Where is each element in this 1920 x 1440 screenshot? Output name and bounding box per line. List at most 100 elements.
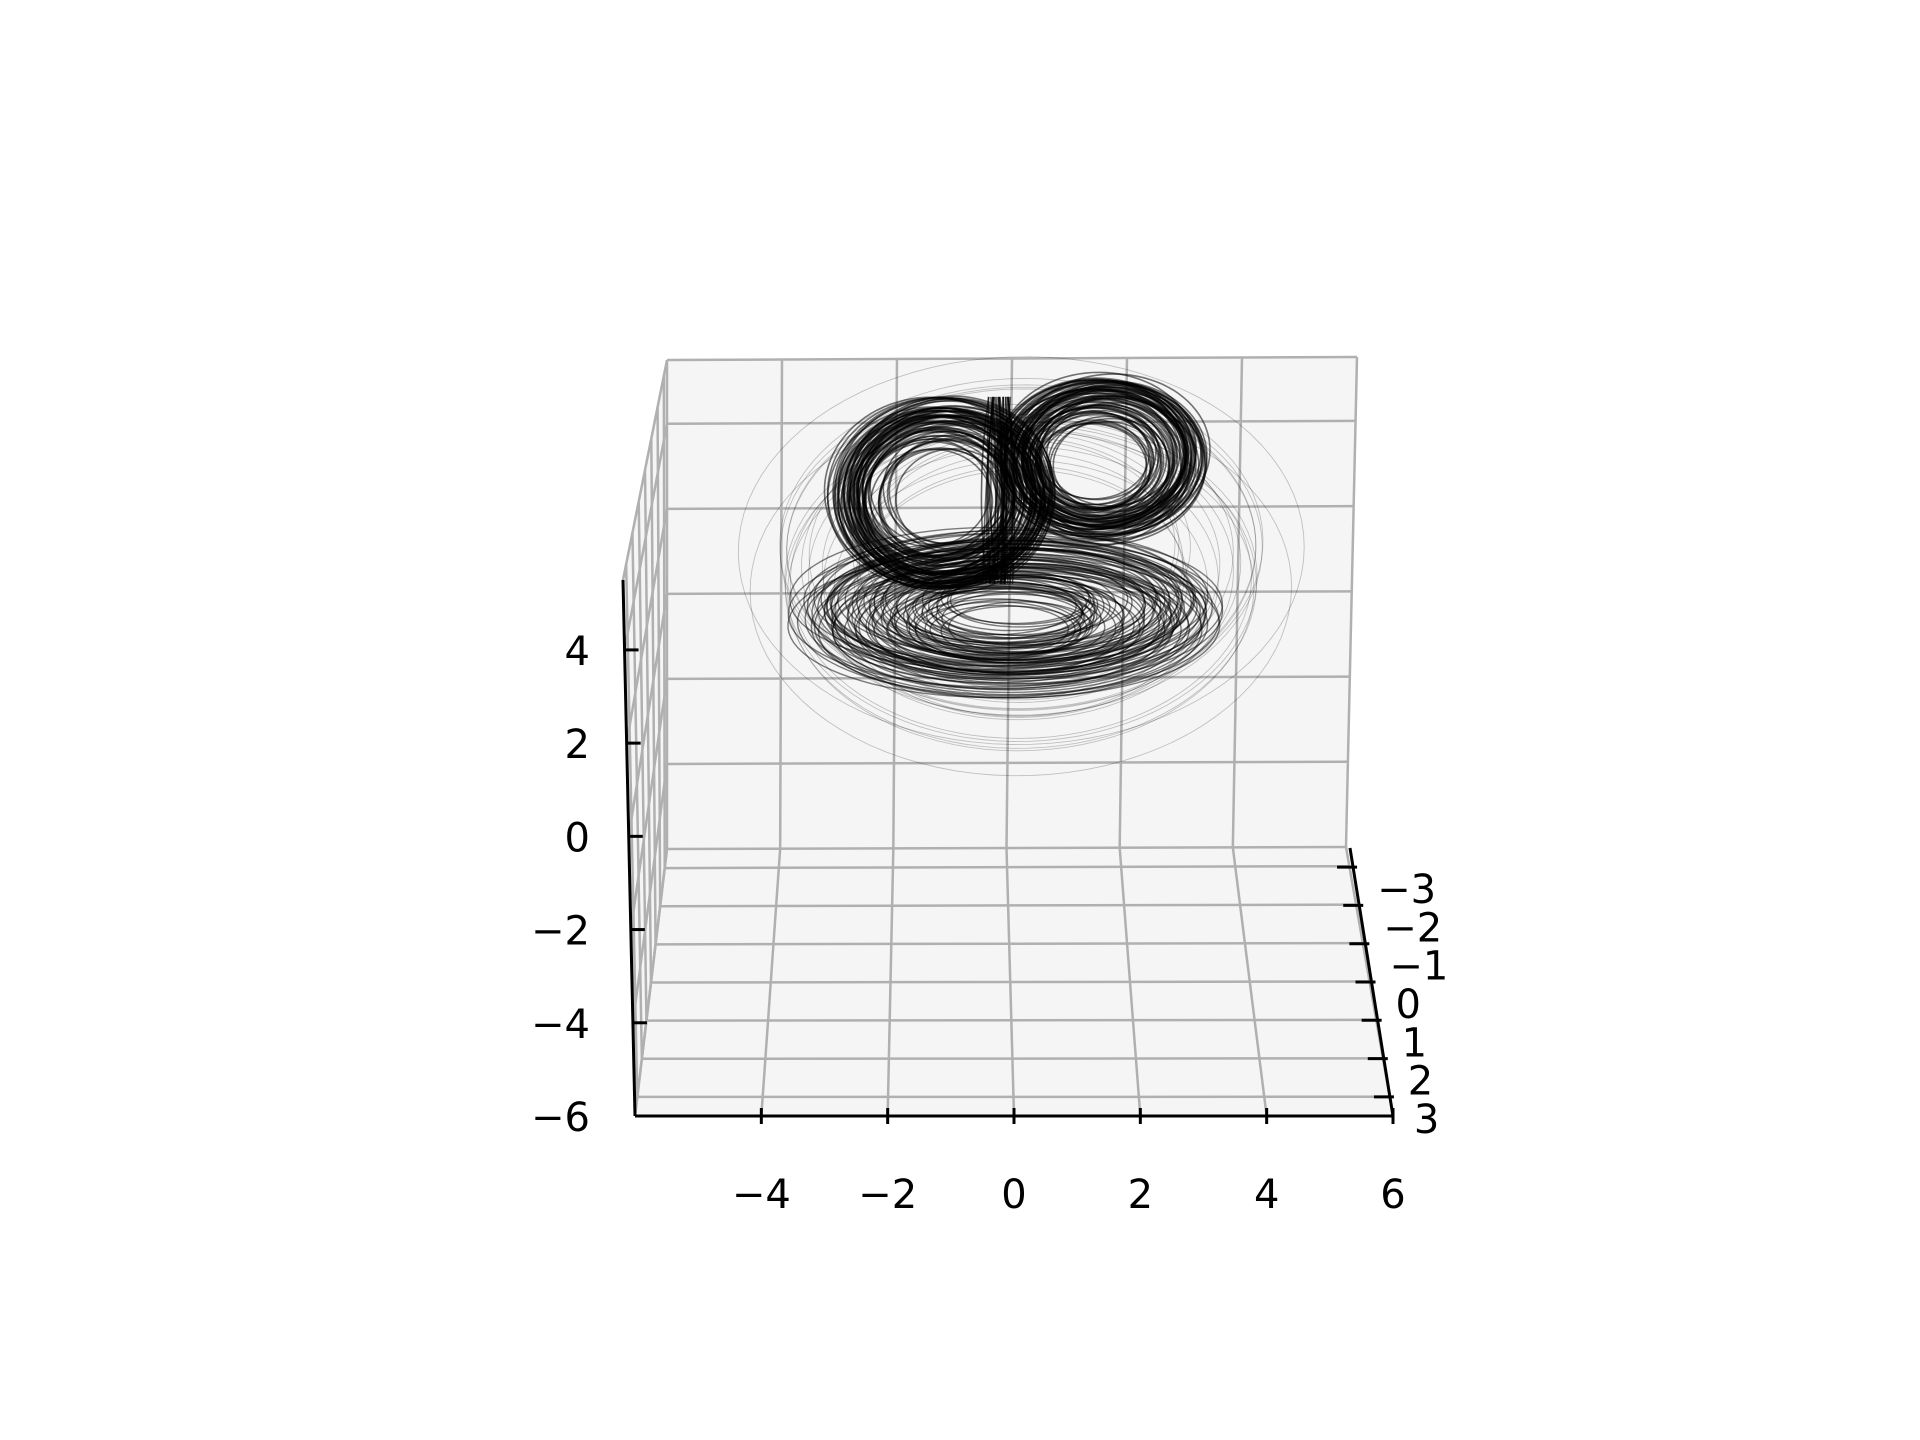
trajectory-segment bbox=[786, 388, 1257, 711]
trajectory-segment bbox=[873, 549, 1171, 655]
trajectory-segment bbox=[851, 543, 1184, 662]
trajectory-segment bbox=[831, 571, 1166, 690]
grid-line bbox=[666, 760, 1348, 766]
trajectory-segment bbox=[801, 413, 1242, 717]
trajectory-segment bbox=[988, 396, 1006, 585]
grid-line bbox=[666, 845, 1347, 851]
grid-line bbox=[624, 564, 639, 1097]
tick-marks bbox=[624, 648, 1395, 1124]
trajectory-segment bbox=[1038, 406, 1157, 501]
trajectory-segment bbox=[779, 377, 1264, 710]
x-tick-label: 6 bbox=[1380, 1172, 1405, 1218]
y-tick-label: 1 bbox=[1402, 1020, 1427, 1066]
trajectory-segment bbox=[1021, 389, 1188, 522]
trajectory-segment bbox=[810, 553, 1221, 699]
grid-line bbox=[650, 438, 657, 945]
grid-lines bbox=[621, 355, 1395, 1117]
trajectory-segment bbox=[940, 570, 1090, 625]
attractor-trajectory bbox=[737, 356, 1305, 777]
grid-line bbox=[1231, 357, 1244, 848]
trajectory-segment bbox=[893, 581, 1102, 656]
trajectory-segment bbox=[1052, 417, 1171, 512]
x-tick-label: 2 bbox=[1128, 1172, 1153, 1218]
trajectory-segment bbox=[821, 429, 1221, 703]
trajectory-segment bbox=[1034, 395, 1190, 519]
trajectory-segment bbox=[994, 396, 1003, 585]
trajectory-segment bbox=[846, 557, 1180, 676]
trajectory-segment bbox=[984, 396, 999, 585]
trajectory-segment bbox=[1022, 394, 1197, 534]
trajectory-segment bbox=[808, 408, 1234, 701]
trajectory-segment bbox=[779, 384, 1263, 716]
trajectory-segment bbox=[873, 547, 1170, 653]
z-tick-label: 2 bbox=[565, 722, 590, 768]
y-tick-label: 2 bbox=[1408, 1059, 1433, 1105]
trajectory-segment bbox=[737, 356, 1305, 745]
trajectory-segment bbox=[1029, 412, 1153, 510]
y-tick-label: −3 bbox=[1377, 867, 1436, 913]
z-tick-label: −2 bbox=[531, 909, 590, 955]
trajectory-segment bbox=[830, 539, 1193, 668]
z-tick-label: −6 bbox=[531, 1095, 590, 1141]
trajectory-segment bbox=[1034, 414, 1155, 510]
trajectory-segment bbox=[925, 586, 1083, 643]
trajectory-segment bbox=[808, 427, 1234, 721]
x-tick-label: −2 bbox=[858, 1172, 917, 1218]
y-tick-label: −1 bbox=[1389, 944, 1448, 990]
trajectory-segment bbox=[787, 430, 1255, 752]
z-tick-label: −4 bbox=[531, 1002, 590, 1048]
grid-line bbox=[637, 501, 648, 1021]
grid-line bbox=[656, 407, 662, 907]
trajectory-segment bbox=[789, 421, 1252, 739]
trajectory-segment bbox=[854, 469, 1188, 699]
grid-line bbox=[643, 469, 653, 983]
trajectory-segment bbox=[858, 452, 1184, 676]
trajectory-segment bbox=[929, 604, 1070, 655]
trajectory-segment bbox=[878, 440, 1015, 560]
z-axis-line bbox=[621, 579, 637, 1117]
trajectory-segment bbox=[1020, 397, 1179, 523]
trajectory-segment bbox=[1003, 396, 1016, 585]
x-tick-label: 4 bbox=[1254, 1172, 1279, 1218]
grid-line bbox=[631, 532, 644, 1059]
grid-line bbox=[666, 355, 1358, 362]
y-tick-label: 0 bbox=[1396, 982, 1421, 1028]
grid-line bbox=[1118, 357, 1129, 848]
trajectory-segment bbox=[843, 570, 1182, 691]
grid-line bbox=[1344, 356, 1359, 848]
grid-line bbox=[666, 675, 1350, 681]
grid-line bbox=[778, 359, 784, 849]
trajectory-segment bbox=[857, 465, 1185, 691]
trajectory-segment bbox=[829, 540, 1179, 664]
trajectory-segment bbox=[851, 432, 1191, 665]
trajectory-segment bbox=[784, 417, 1258, 742]
grid-line bbox=[646, 1018, 1377, 1022]
trajectory-segment bbox=[867, 440, 1176, 652]
trajectory-segment bbox=[990, 396, 996, 585]
y-tick-label: 3 bbox=[1414, 1097, 1439, 1143]
x-tick-label: −4 bbox=[732, 1172, 791, 1218]
trajectory-segment bbox=[863, 437, 1180, 655]
trajectory-segment bbox=[891, 573, 1146, 664]
grid-line bbox=[655, 941, 1363, 946]
trajectory-segment bbox=[1002, 396, 1007, 585]
trajectory-segment bbox=[1015, 395, 1193, 536]
grid-line bbox=[650, 980, 1370, 984]
trajectory-segment bbox=[946, 574, 1095, 628]
trajectory-segment bbox=[869, 558, 1156, 660]
z-tick-label: 4 bbox=[565, 629, 590, 675]
trajectory-segment bbox=[784, 424, 1257, 749]
trajectory-segment bbox=[817, 562, 1203, 699]
trajectory-segment bbox=[858, 569, 1176, 682]
grid-line bbox=[662, 375, 666, 869]
x-tick-label: 0 bbox=[1001, 1172, 1026, 1218]
grid-line bbox=[664, 864, 1350, 870]
trajectory-segment bbox=[749, 403, 1293, 777]
trajectory-segment bbox=[980, 396, 990, 585]
y-tick-label: −2 bbox=[1383, 905, 1442, 951]
trajectory-segment bbox=[811, 539, 1224, 685]
trajectory-segment bbox=[796, 546, 1220, 697]
grid-line bbox=[660, 903, 1357, 908]
trajectory-segment bbox=[823, 446, 1219, 718]
